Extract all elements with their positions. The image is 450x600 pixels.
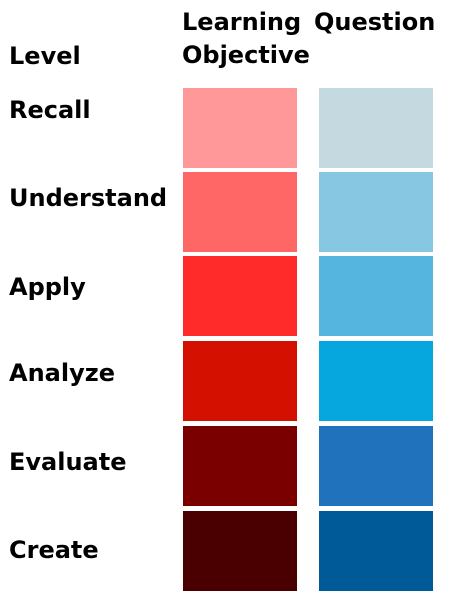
level-column-header: Level (9, 42, 81, 70)
level-label-apply: Apply (9, 273, 86, 301)
question-swatch-evaluate (319, 426, 433, 506)
question-column-header: Question (314, 8, 436, 36)
learning-objective-header-line1: Learning (182, 8, 302, 36)
question-swatch-apply (319, 256, 433, 336)
learning-objective-header-line2: Objective (182, 41, 310, 69)
question-swatch-understand (319, 172, 433, 252)
level-label-understand: Understand (9, 184, 168, 212)
level-label-create: Create (9, 536, 99, 564)
learning-objective-swatch-analyze (183, 341, 297, 421)
learning-objective-swatch-create (183, 511, 297, 591)
question-swatch-analyze (319, 341, 433, 421)
level-label-recall: Recall (9, 96, 91, 124)
level-label-evaluate: Evaluate (9, 448, 127, 476)
learning-objective-swatch-apply (183, 256, 297, 336)
level-label-analyze: Analyze (9, 359, 115, 387)
question-swatch-recall (319, 88, 433, 168)
question-swatch-create (319, 511, 433, 591)
learning-objective-swatch-understand (183, 172, 297, 252)
learning-objective-swatch-evaluate (183, 426, 297, 506)
learning-objective-swatch-recall (183, 88, 297, 168)
